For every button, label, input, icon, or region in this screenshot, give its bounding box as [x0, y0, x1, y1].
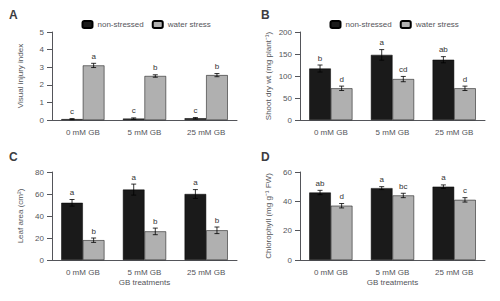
svg-text:0: 0: [40, 116, 45, 125]
svg-text:a: a: [379, 38, 384, 47]
svg-text:b: b: [91, 227, 96, 236]
svg-text:5 mM GB: 5 mM GB: [128, 128, 162, 137]
svg-text:C: C: [9, 150, 18, 164]
svg-text:bc: bc: [399, 182, 407, 191]
svg-text:60: 60: [283, 168, 292, 177]
svg-text:b: b: [215, 62, 220, 71]
svg-text:40: 40: [35, 212, 44, 221]
svg-text:ab: ab: [316, 179, 325, 188]
svg-text:0 mM GB: 0 mM GB: [314, 128, 348, 137]
svg-text:100: 100: [279, 72, 293, 81]
svg-text:d: d: [339, 192, 343, 201]
svg-text:water stress: water stress: [415, 20, 459, 29]
svg-text:ab: ab: [439, 45, 448, 54]
svg-text:5 mM GB: 5 mM GB: [376, 268, 410, 277]
svg-text:c: c: [463, 186, 467, 195]
svg-text:B: B: [261, 8, 270, 22]
svg-text:non-stressed: non-stressed: [346, 20, 392, 29]
svg-text:0: 0: [288, 256, 293, 265]
svg-text:60: 60: [35, 190, 44, 199]
svg-text:4: 4: [40, 45, 45, 54]
svg-text:Visual injury index: Visual injury index: [16, 44, 25, 108]
svg-text:25 mM GB: 25 mM GB: [187, 128, 225, 137]
svg-text:Leaf area (cm²): Leaf area (cm²): [16, 188, 25, 243]
svg-text:Shoot dry wt (mg plant⁻¹): Shoot dry wt (mg plant⁻¹): [264, 31, 273, 120]
svg-text:a: a: [70, 188, 75, 197]
svg-text:a: a: [193, 178, 198, 187]
svg-text:20: 20: [35, 234, 44, 243]
svg-text:c: c: [132, 106, 136, 115]
svg-text:0: 0: [40, 256, 45, 265]
svg-text:cd: cd: [399, 65, 407, 74]
svg-text:b: b: [215, 216, 220, 225]
svg-text:a: a: [379, 175, 384, 184]
svg-text:a: a: [441, 173, 446, 182]
svg-text:c: c: [193, 106, 197, 115]
svg-text:GB treatments: GB treatments: [119, 278, 171, 287]
svg-text:25 mM GB: 25 mM GB: [187, 268, 225, 277]
svg-text:A: A: [9, 8, 18, 22]
svg-text:d: d: [463, 75, 467, 84]
svg-text:D: D: [261, 150, 270, 164]
svg-text:200: 200: [279, 28, 293, 37]
svg-text:80: 80: [35, 168, 44, 177]
svg-text:b: b: [318, 54, 323, 63]
svg-text:5 mM GB: 5 mM GB: [376, 128, 410, 137]
svg-text:0 mM GB: 0 mM GB: [66, 268, 100, 277]
svg-text:0: 0: [288, 116, 293, 125]
svg-text:water stress: water stress: [167, 20, 211, 29]
svg-text:GB treatments: GB treatments: [367, 278, 419, 287]
svg-text:0 mM GB: 0 mM GB: [314, 268, 348, 277]
svg-text:0 mM GB: 0 mM GB: [66, 128, 100, 137]
svg-text:150: 150: [279, 50, 293, 59]
svg-text:3: 3: [40, 63, 45, 72]
svg-text:40: 40: [283, 197, 292, 206]
svg-text:c: c: [70, 107, 74, 116]
svg-text:25 mM GB: 25 mM GB: [435, 268, 473, 277]
svg-text:5: 5: [40, 28, 45, 37]
svg-text:non-stressed: non-stressed: [98, 20, 144, 29]
svg-text:a: a: [91, 52, 96, 61]
svg-text:20: 20: [283, 226, 292, 235]
svg-text:50: 50: [283, 94, 292, 103]
svg-text:1: 1: [40, 98, 45, 107]
svg-text:b: b: [153, 63, 158, 72]
svg-text:b: b: [153, 217, 158, 226]
svg-text:25 mM GB: 25 mM GB: [435, 128, 473, 137]
svg-text:Chlorophyll (mg g⁻¹ FW): Chlorophyll (mg g⁻¹ FW): [264, 173, 273, 259]
svg-text:d: d: [339, 75, 343, 84]
svg-text:a: a: [131, 173, 136, 182]
svg-text:5 mM GB: 5 mM GB: [128, 268, 162, 277]
svg-text:2: 2: [40, 80, 45, 89]
